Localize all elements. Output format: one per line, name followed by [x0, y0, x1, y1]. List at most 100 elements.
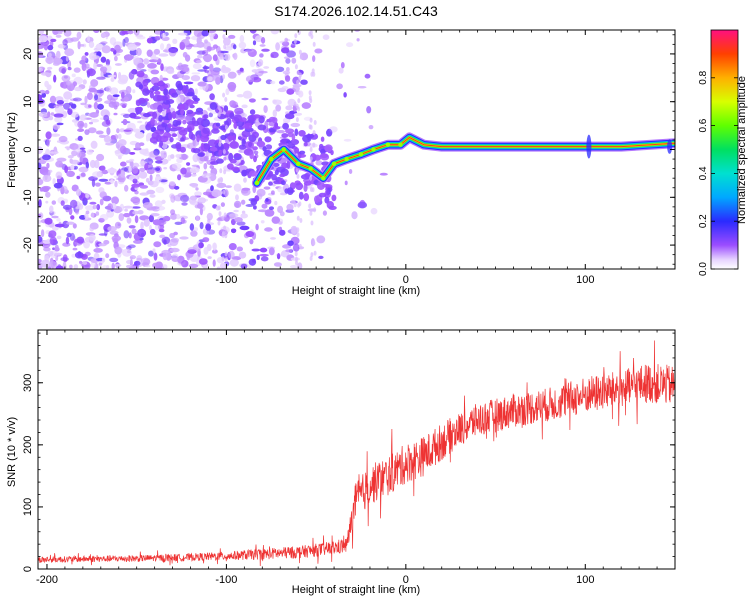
spectrogram-noise-blob	[88, 87, 97, 93]
spectrogram-noise-blob	[114, 221, 122, 229]
carrier-spot	[385, 142, 391, 147]
spectrogram-noise-blob	[287, 240, 294, 246]
spectrogram-noise-blob	[62, 261, 67, 269]
spectrogram-noise-blob	[53, 58, 63, 65]
spectrogram-band-blob	[220, 134, 227, 141]
spectrogram-band-blob	[218, 149, 223, 157]
spectrogram-streak-blob	[294, 64, 298, 70]
spectrogram-noise-blob	[172, 38, 178, 44]
spectrogram-noise-blob	[244, 49, 255, 53]
spectrogram-noise-blob	[95, 182, 101, 187]
spectrogram-noise-blob	[110, 135, 116, 140]
spectrogram-noise-blob	[312, 55, 316, 62]
spectrogram-noise-blob	[285, 58, 291, 64]
spectrogram-noise-blob	[96, 76, 106, 80]
spectrogram-band-blob	[151, 85, 160, 92]
spectrogram-noise-blob	[131, 206, 141, 209]
spectrogram-noise-blob	[233, 183, 242, 192]
spectrogram-noise-blob	[195, 187, 199, 191]
spectrogram-noise-blob	[175, 167, 181, 172]
spectrogram-noise-blob	[158, 53, 169, 57]
spectrogram-noise-blob	[73, 67, 81, 73]
spectrogram-noise-blob	[38, 220, 41, 224]
spectrogram-streak-blob	[309, 124, 313, 130]
spectrogram-noise-blob	[123, 205, 134, 209]
spectrogram-noise-blob	[152, 219, 162, 226]
spectrogram-noise-blob	[79, 260, 83, 264]
spectrogram-noise-blob	[106, 127, 111, 135]
spectrogram-noise-blob	[40, 72, 51, 76]
spectrogram-noise-blob	[366, 106, 372, 114]
spectrogram-band-blob	[178, 129, 188, 136]
spectrogram-noise-blob	[207, 218, 211, 223]
spectrogram-noise-blob	[154, 35, 161, 41]
spectrogram-noise-blob	[215, 77, 221, 85]
spectrogram-streak-blob	[309, 117, 313, 123]
spectrogram-noise-blob	[272, 109, 277, 118]
colorbar-tick-label: 0.2	[698, 214, 709, 228]
spectrogram-noise-blob	[148, 250, 154, 257]
spectrogram-band-blob	[285, 128, 295, 134]
spectrogram-streak-blob	[312, 130, 316, 136]
carrier-bump	[586, 134, 592, 159]
spectrogram-noise-blob	[113, 112, 118, 116]
spectrogram-band-blob	[313, 154, 322, 161]
spectrogram-noise-blob	[357, 201, 367, 209]
spectrogram-noise-blob	[101, 257, 106, 263]
spectrogram-noise-blob	[153, 241, 162, 248]
spectrogram-noise-blob	[119, 145, 127, 154]
spectrogram-noise-blob	[109, 87, 119, 95]
spectrogram-streak-blob	[296, 215, 300, 221]
spectrogram-noise-blob	[85, 193, 90, 199]
spectrogram-noise-blob	[338, 67, 344, 74]
spectrogram-band-blob	[223, 105, 229, 112]
spectrogram-noise-blob	[316, 235, 326, 244]
spectrogram-noise-blob	[233, 44, 237, 50]
spectrogram-band-blob	[252, 146, 258, 151]
spectrogram-noise-blob	[101, 265, 109, 269]
spectrogram-streak-blob	[217, 205, 221, 211]
spectrogram-noise-blob	[322, 210, 327, 216]
spectrogram-noise-blob	[198, 242, 204, 249]
carrier-spot	[296, 161, 301, 166]
spectrogram-band-blob	[182, 119, 187, 125]
spectrogram-noise-blob	[122, 248, 132, 257]
spectrogram-streak-blob	[299, 72, 302, 78]
x-tick-label: -200	[36, 574, 58, 586]
spectrogram-noise-blob	[76, 31, 82, 40]
spectrogram-noise-blob	[47, 44, 54, 51]
spectrogram-noise-blob	[228, 34, 236, 39]
spectrogram-noise-blob	[143, 58, 150, 65]
spectrogram-noise-blob	[110, 179, 114, 184]
spectrogram-noise-blob	[370, 207, 378, 215]
spectrogram-noise-blob	[110, 47, 115, 52]
spectrogram-band-blob	[248, 141, 253, 147]
spectrogram-noise-blob	[63, 91, 73, 100]
spectrogram-noise-blob	[190, 230, 198, 237]
spectrogram-noise-blob	[212, 249, 218, 254]
spectrogram-noise-blob	[83, 122, 88, 128]
spectrogram-noise-blob	[257, 209, 268, 213]
spectrogram-noise-blob	[80, 102, 87, 106]
spectrogram-noise-blob	[76, 188, 82, 197]
spectrogram-noise-blob	[274, 200, 278, 206]
spectrogram-band-blob	[154, 90, 161, 95]
spectrogram-band-blob	[249, 151, 254, 160]
spectrogram-band-blob	[252, 131, 259, 138]
spectrogram-noise-blob	[131, 69, 138, 75]
spectrogram-band-blob	[249, 170, 257, 177]
spectrogram-noise-blob	[123, 213, 131, 218]
spectrogram-noise-blob	[154, 200, 163, 208]
spectrogram-noise-blob	[71, 150, 78, 157]
spectrogram-noise-blob	[55, 171, 63, 180]
spectrogram-noise-blob	[343, 138, 352, 142]
spectrogram-noise-blob	[127, 43, 137, 51]
spectrogram-noise-blob	[285, 75, 291, 82]
spectrogram-noise-blob	[72, 223, 77, 229]
spectrogram-noise-blob	[225, 88, 230, 96]
y-tick-label: 0	[22, 566, 34, 572]
spectrogram-noise-blob	[86, 68, 96, 77]
spectrogram-noise-blob	[123, 230, 130, 239]
spectrogram-noise-blob	[197, 197, 207, 204]
